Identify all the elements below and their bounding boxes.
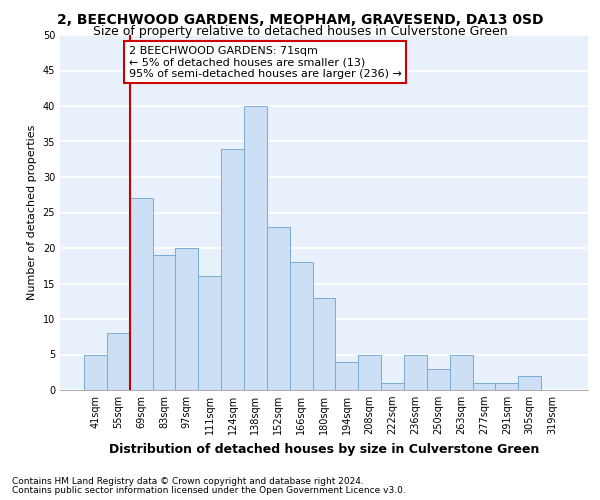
Bar bbox=[290, 262, 313, 390]
Bar bbox=[427, 368, 450, 390]
Bar bbox=[381, 383, 404, 390]
Bar bbox=[267, 226, 290, 390]
Bar bbox=[450, 354, 473, 390]
Text: 2 BEECHWOOD GARDENS: 71sqm
← 5% of detached houses are smaller (13)
95% of semi-: 2 BEECHWOOD GARDENS: 71sqm ← 5% of detac… bbox=[128, 46, 401, 79]
Text: Contains public sector information licensed under the Open Government Licence v3: Contains public sector information licen… bbox=[12, 486, 406, 495]
Bar bbox=[221, 148, 244, 390]
Bar bbox=[130, 198, 152, 390]
Bar bbox=[518, 376, 541, 390]
Bar bbox=[335, 362, 358, 390]
Bar bbox=[496, 383, 518, 390]
Bar bbox=[152, 255, 175, 390]
Bar bbox=[473, 383, 496, 390]
Bar bbox=[358, 354, 381, 390]
Bar bbox=[404, 354, 427, 390]
Text: Size of property relative to detached houses in Culverstone Green: Size of property relative to detached ho… bbox=[92, 25, 508, 38]
Bar bbox=[198, 276, 221, 390]
Y-axis label: Number of detached properties: Number of detached properties bbox=[27, 125, 37, 300]
Bar bbox=[84, 354, 107, 390]
Bar bbox=[107, 333, 130, 390]
X-axis label: Distribution of detached houses by size in Culverstone Green: Distribution of detached houses by size … bbox=[109, 442, 539, 456]
Text: 2, BEECHWOOD GARDENS, MEOPHAM, GRAVESEND, DA13 0SD: 2, BEECHWOOD GARDENS, MEOPHAM, GRAVESEND… bbox=[57, 12, 543, 26]
Bar bbox=[244, 106, 267, 390]
Bar bbox=[313, 298, 335, 390]
Text: Contains HM Land Registry data © Crown copyright and database right 2024.: Contains HM Land Registry data © Crown c… bbox=[12, 477, 364, 486]
Bar bbox=[175, 248, 198, 390]
